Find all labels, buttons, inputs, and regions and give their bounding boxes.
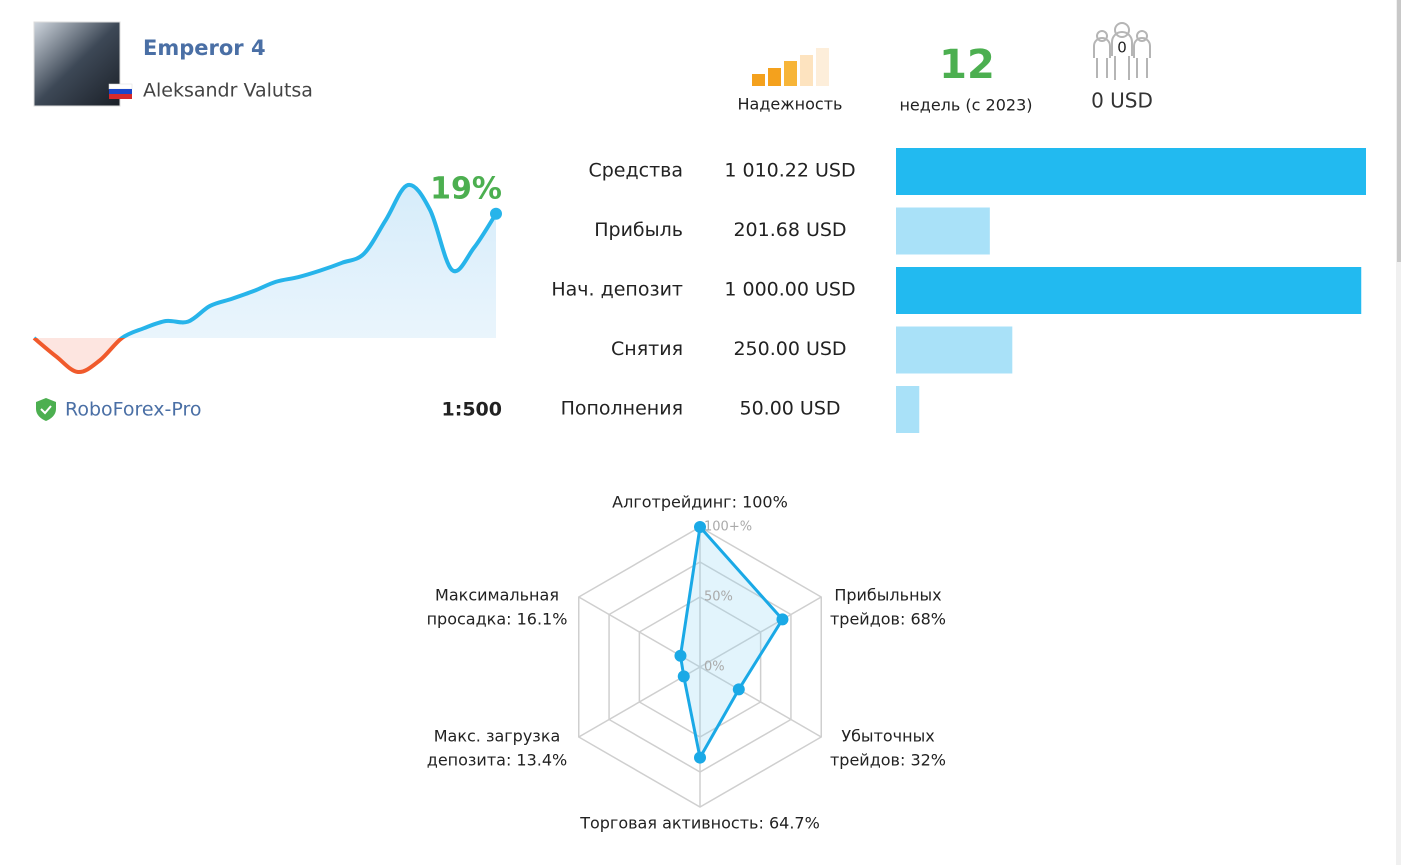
shield-icon bbox=[36, 398, 56, 421]
radar-label: депозита: 13.4% bbox=[427, 751, 568, 770]
growth-label: 19% bbox=[430, 171, 502, 206]
radar-label: трейдов: 32% bbox=[830, 751, 946, 770]
axis-spoke bbox=[699, 596, 822, 668]
radar-label: Прибыльных bbox=[834, 586, 941, 605]
radar-point bbox=[677, 670, 690, 683]
radar-area bbox=[678, 523, 785, 762]
radar-label: просадка: 16.1% bbox=[427, 610, 568, 629]
broker-name[interactable]: RoboForex-Pro bbox=[65, 399, 202, 421]
author-name[interactable]: Aleksandr Valutsa bbox=[143, 80, 313, 102]
area-negative bbox=[34, 338, 496, 373]
stat-label: Прибыль bbox=[594, 219, 683, 241]
scrollbar[interactable] bbox=[1396, 0, 1401, 865]
flag bbox=[108, 83, 133, 99]
radar-label: Максимальная bbox=[435, 586, 559, 605]
radar-point bbox=[732, 683, 745, 696]
avatar[interactable] bbox=[33, 21, 121, 107]
radar-point bbox=[694, 521, 706, 533]
growth-line-negative bbox=[32, 338, 126, 375]
subscribers-funds: 0 USD bbox=[1091, 89, 1153, 113]
bar bbox=[896, 207, 990, 255]
subscribers-count: 0 bbox=[1117, 39, 1127, 57]
bar bbox=[896, 148, 1366, 195]
stat-label: Пополнения bbox=[561, 398, 683, 420]
stat-label: Снятия bbox=[611, 338, 683, 360]
area-positive bbox=[34, 184, 496, 338]
reliability-label: Надежность bbox=[738, 95, 843, 114]
weeks-count: 12 bbox=[939, 42, 995, 88]
stat-label: Средства bbox=[588, 160, 683, 182]
radar-label: Убыточных bbox=[841, 727, 934, 746]
radar-label: Торговая активность: 64.7% bbox=[579, 814, 820, 833]
subscribers-icon bbox=[1093, 22, 1151, 80]
reliability-icon bbox=[752, 48, 829, 86]
r-tick-label: 50% bbox=[704, 590, 733, 605]
stat-label: Нач. депозит bbox=[551, 279, 683, 301]
weeks-label: недель (с 2023) bbox=[899, 96, 1032, 115]
growth-line bbox=[34, 182, 498, 338]
stat-value: 1 000.00 USD bbox=[724, 279, 855, 301]
bar bbox=[896, 326, 1013, 374]
radar-label: Алготрейдинг: 100% bbox=[612, 493, 788, 512]
radar-point bbox=[776, 613, 789, 626]
system-title[interactable]: Emperor 4 bbox=[143, 36, 266, 60]
r-tick-label: 100+% bbox=[704, 520, 752, 535]
stat-value: 250.00 USD bbox=[733, 338, 846, 360]
radar-point bbox=[694, 751, 706, 764]
axis-spoke bbox=[699, 666, 822, 738]
radar-label: Макс. загрузка bbox=[434, 727, 561, 746]
end-point bbox=[490, 207, 502, 220]
scroll-thumb[interactable] bbox=[1397, 0, 1401, 262]
stat-value: 50.00 USD bbox=[739, 398, 840, 420]
bar bbox=[896, 386, 920, 433]
leverage: 1:500 bbox=[442, 399, 502, 421]
radar-label: трейдов: 68% bbox=[830, 610, 946, 629]
r-tick-label: 0% bbox=[704, 660, 725, 675]
radar-point bbox=[674, 649, 687, 662]
stat-value: 201.68 USD bbox=[733, 219, 846, 241]
stat-value: 1 010.22 USD bbox=[724, 160, 855, 182]
bar bbox=[896, 267, 1362, 314]
